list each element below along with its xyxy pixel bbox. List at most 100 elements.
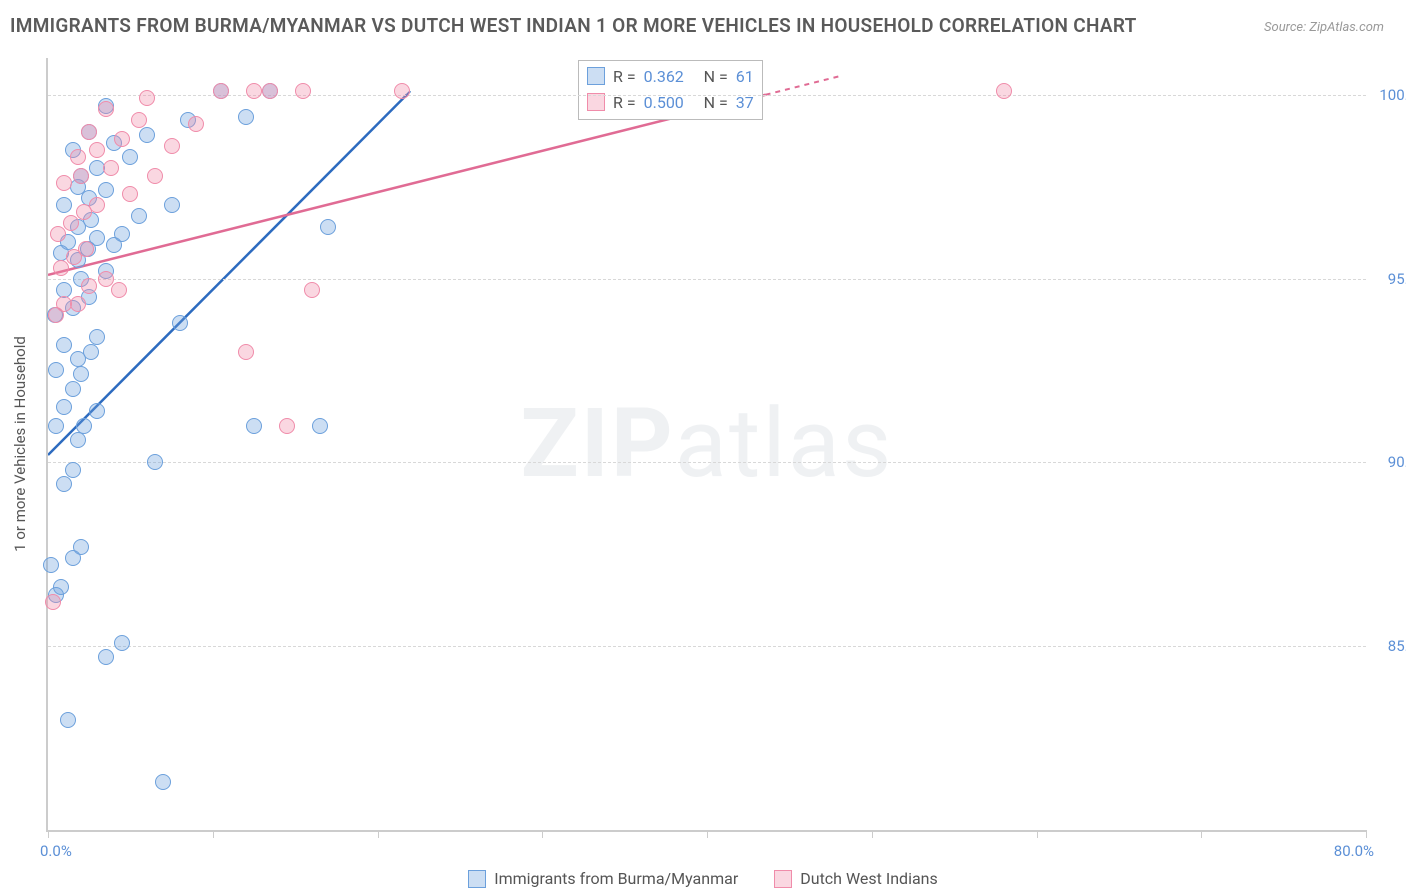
data-point	[48, 362, 64, 378]
data-point	[83, 344, 99, 360]
data-point	[114, 131, 130, 147]
stats-legend: R =0.362N =61R =0.500N =37	[578, 60, 763, 120]
data-point	[147, 454, 163, 470]
data-point	[65, 462, 81, 478]
x-min-label: 0.0%	[40, 842, 72, 860]
stats-legend-row: R =0.362N =61	[587, 63, 754, 89]
y-tick-label: 85.0%	[1372, 637, 1406, 655]
watermark-bold: ZIP	[521, 388, 675, 500]
data-point	[56, 337, 72, 353]
data-point	[213, 83, 229, 99]
data-point	[188, 116, 204, 132]
chart-title: IMMIGRANTS FROM BURMA/MYANMAR VS DUTCH W…	[10, 14, 1137, 37]
data-point	[147, 168, 163, 184]
stats-legend-row: R =0.500N =37	[587, 89, 754, 115]
data-point	[996, 83, 1012, 99]
data-point	[111, 282, 127, 298]
x-tick	[378, 830, 379, 838]
data-point	[246, 418, 262, 434]
data-point	[246, 83, 262, 99]
data-point	[131, 112, 147, 128]
data-point	[89, 197, 105, 213]
x-tick	[542, 830, 543, 838]
data-point	[78, 241, 94, 257]
data-point	[81, 278, 97, 294]
watermark: ZIPatlas	[521, 388, 894, 500]
source-label: Source: ZipAtlas.com	[1264, 20, 1384, 35]
data-point	[295, 83, 311, 99]
data-point	[131, 208, 147, 224]
gridline	[48, 462, 1366, 463]
legend-swatch	[774, 870, 792, 888]
data-point	[98, 649, 114, 665]
x-tick	[872, 830, 873, 838]
legend-swatch	[587, 67, 605, 85]
data-point	[53, 579, 69, 595]
data-point	[172, 315, 188, 331]
data-point	[122, 186, 138, 202]
data-point	[73, 168, 89, 184]
series-legend-item: Immigrants from Burma/Myanmar	[468, 869, 738, 888]
data-point	[50, 226, 66, 242]
watermark-light: atlas	[675, 388, 894, 500]
data-point	[238, 344, 254, 360]
data-point	[70, 149, 86, 165]
data-point	[103, 160, 119, 176]
data-point	[262, 83, 278, 99]
data-point	[76, 418, 92, 434]
data-point	[56, 282, 72, 298]
legend-r-label: R =	[613, 67, 636, 86]
legend-n-label: N =	[704, 67, 728, 86]
data-point	[53, 260, 69, 276]
legend-swatch	[468, 870, 486, 888]
x-tick	[1037, 830, 1038, 838]
data-point	[63, 215, 79, 231]
series-legend: Immigrants from Burma/Myanmar Dutch West …	[0, 869, 1406, 888]
data-point	[155, 774, 171, 790]
x-tick	[48, 830, 49, 838]
data-point	[164, 197, 180, 213]
x-tick	[1366, 830, 1367, 838]
data-point	[98, 101, 114, 117]
data-point	[312, 418, 328, 434]
data-point	[114, 635, 130, 651]
series-name: Dutch West Indians	[800, 869, 938, 888]
series-legend-item: Dutch West Indians	[774, 869, 938, 888]
data-point	[122, 149, 138, 165]
y-tick-label: 100.0%	[1372, 86, 1406, 104]
y-tick-label: 90.0%	[1372, 453, 1406, 471]
data-point	[56, 175, 72, 191]
data-point	[70, 296, 86, 312]
data-point	[73, 366, 89, 382]
trend-lines	[48, 58, 1366, 830]
x-max-label: 80.0%	[1334, 842, 1374, 860]
data-point	[139, 127, 155, 143]
data-point	[60, 712, 76, 728]
data-point	[70, 432, 86, 448]
data-point	[89, 142, 105, 158]
data-point	[89, 403, 105, 419]
x-tick	[213, 830, 214, 838]
y-tick-label: 95.0%	[1372, 270, 1406, 288]
data-point	[56, 197, 72, 213]
x-tick	[707, 830, 708, 838]
legend-n-value: 61	[736, 67, 754, 86]
data-point	[65, 381, 81, 397]
data-point	[56, 399, 72, 415]
data-point	[279, 418, 295, 434]
data-point	[114, 226, 130, 242]
y-axis-title: 1 or more Vehicles in Household	[11, 336, 29, 552]
data-point	[48, 418, 64, 434]
data-point	[73, 539, 89, 555]
data-point	[89, 329, 105, 345]
data-point	[56, 476, 72, 492]
data-point	[394, 83, 410, 99]
data-point	[320, 219, 336, 235]
x-tick	[1201, 830, 1202, 838]
data-point	[139, 90, 155, 106]
data-point	[98, 182, 114, 198]
data-point	[43, 557, 59, 573]
gridline	[48, 279, 1366, 280]
data-point	[164, 138, 180, 154]
data-point	[238, 109, 254, 125]
